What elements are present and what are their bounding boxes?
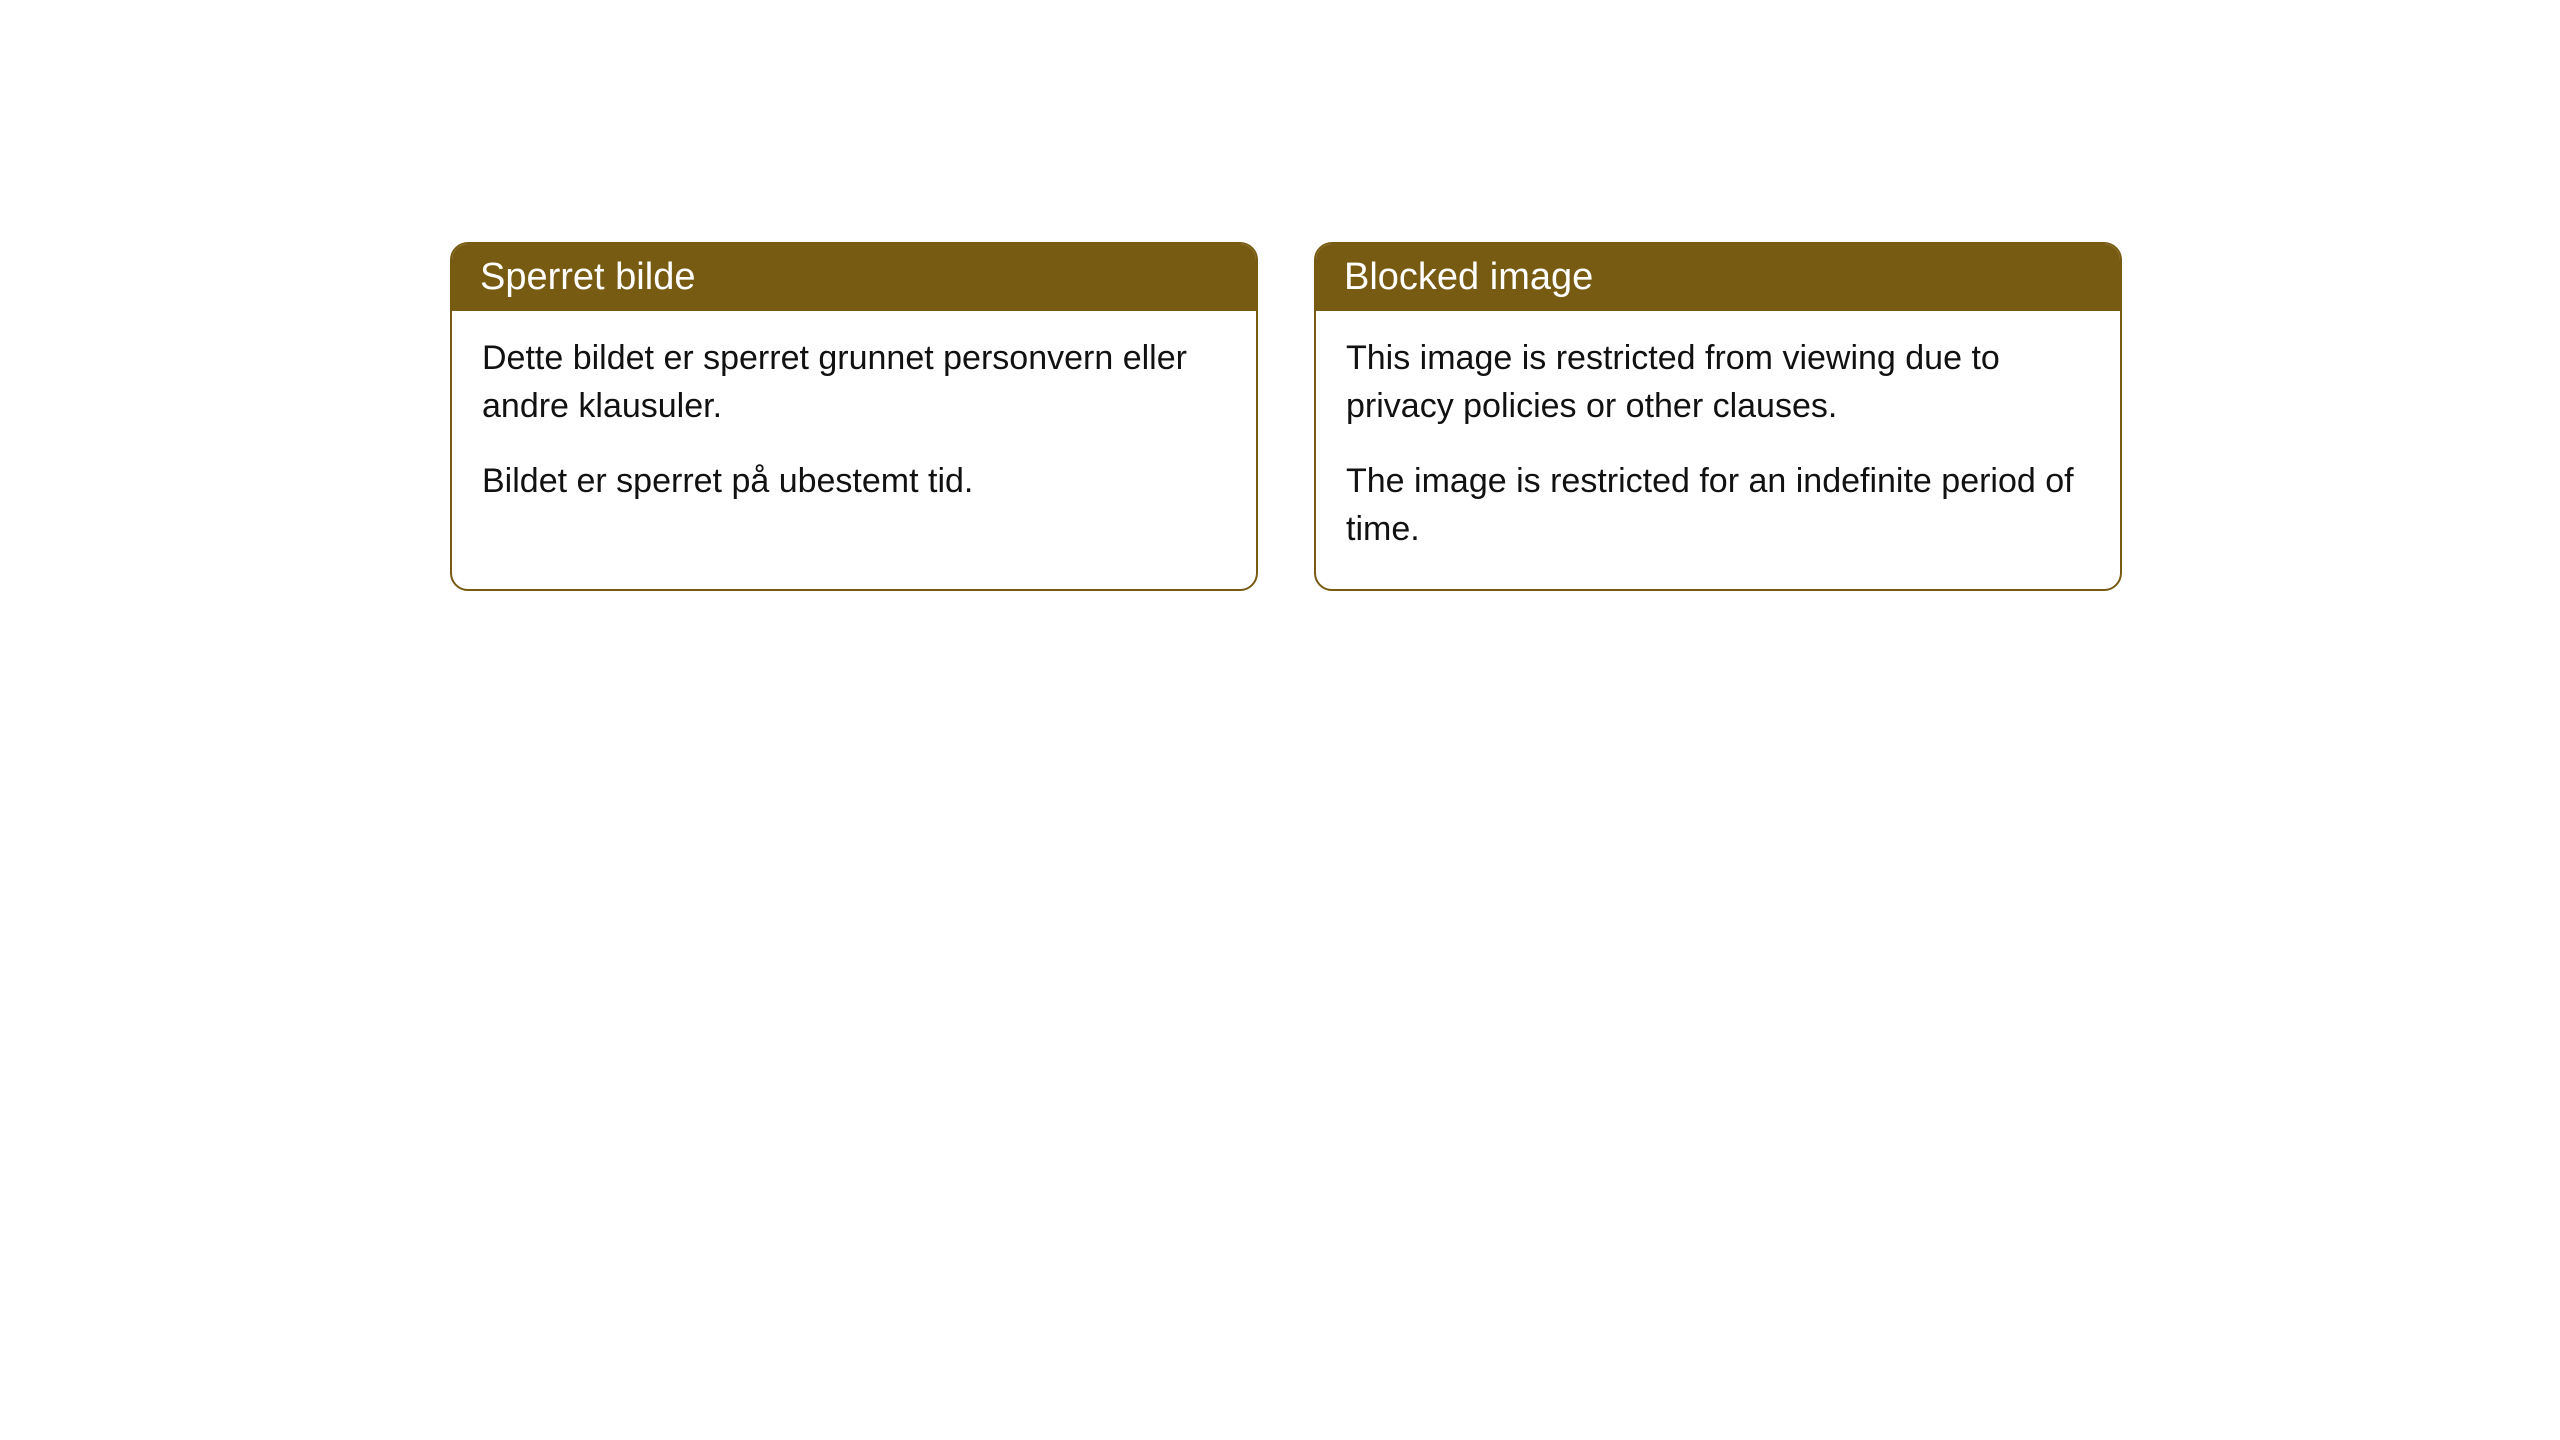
- card-header-english: Blocked image: [1316, 244, 2120, 311]
- card-paragraph: Dette bildet er sperret grunnet personve…: [482, 335, 1226, 430]
- card-header-norwegian: Sperret bilde: [452, 244, 1256, 311]
- card-body-norwegian: Dette bildet er sperret grunnet personve…: [452, 311, 1256, 542]
- card-paragraph: The image is restricted for an indefinit…: [1346, 458, 2090, 553]
- cards-container: Sperret bilde Dette bildet er sperret gr…: [450, 242, 2560, 591]
- card-english: Blocked image This image is restricted f…: [1314, 242, 2122, 591]
- card-norwegian: Sperret bilde Dette bildet er sperret gr…: [450, 242, 1258, 591]
- card-paragraph: This image is restricted from viewing du…: [1346, 335, 2090, 430]
- card-paragraph: Bildet er sperret på ubestemt tid.: [482, 458, 1226, 506]
- card-body-english: This image is restricted from viewing du…: [1316, 311, 2120, 589]
